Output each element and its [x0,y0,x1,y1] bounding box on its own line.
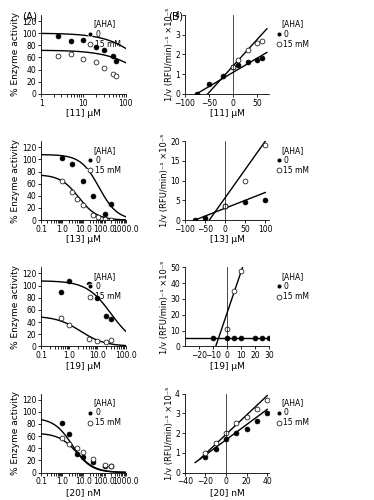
X-axis label: [19] μM: [19] μM [209,362,245,370]
Legend: 0, 15 mM: 0, 15 mM [87,398,122,428]
Legend: 0, 15 mM: 0, 15 mM [87,145,122,176]
X-axis label: [11] μM: [11] μM [66,109,101,118]
Y-axis label: % Enzyme activity: % Enzyme activity [11,265,21,349]
X-axis label: [13] μM: [13] μM [209,236,245,244]
X-axis label: [11] μM: [11] μM [209,109,245,118]
Y-axis label: % Enzyme activity: % Enzyme activity [11,391,21,475]
Y-axis label: 1/v (RFU/min)⁻¹ ×10⁻⁵: 1/v (RFU/min)⁻¹ ×10⁻⁵ [160,134,169,228]
X-axis label: [20] nM: [20] nM [210,488,244,496]
X-axis label: [20] nM: [20] nM [66,488,101,496]
Legend: 0, 15 mM: 0, 15 mM [87,271,122,302]
X-axis label: [19] μM: [19] μM [66,362,101,370]
Legend: 0, 15 mM: 0, 15 mM [87,19,122,50]
X-axis label: [13] μM: [13] μM [66,236,101,244]
Legend: 0, 15 mM: 0, 15 mM [275,19,310,50]
Legend: 0, 15 mM: 0, 15 mM [275,145,310,176]
Text: (A): (A) [22,12,38,22]
Y-axis label: 1/v (RFU/min)⁻¹ ×10⁻⁵: 1/v (RFU/min)⁻¹ ×10⁻⁵ [160,260,169,354]
Y-axis label: 1/v (RFU/min)⁻¹ ×10⁻⁵: 1/v (RFU/min)⁻¹ ×10⁻⁵ [165,386,174,480]
Y-axis label: 1/v (RFU/min)⁻¹ ×10⁻⁵: 1/v (RFU/min)⁻¹ ×10⁻⁵ [165,8,174,101]
Y-axis label: % Enzyme activity: % Enzyme activity [11,12,21,96]
Text: (B): (B) [168,12,183,22]
Y-axis label: % Enzyme activity: % Enzyme activity [11,138,21,222]
Legend: 0, 15 mM: 0, 15 mM [275,271,310,302]
Legend: 0, 15 mM: 0, 15 mM [275,398,310,428]
